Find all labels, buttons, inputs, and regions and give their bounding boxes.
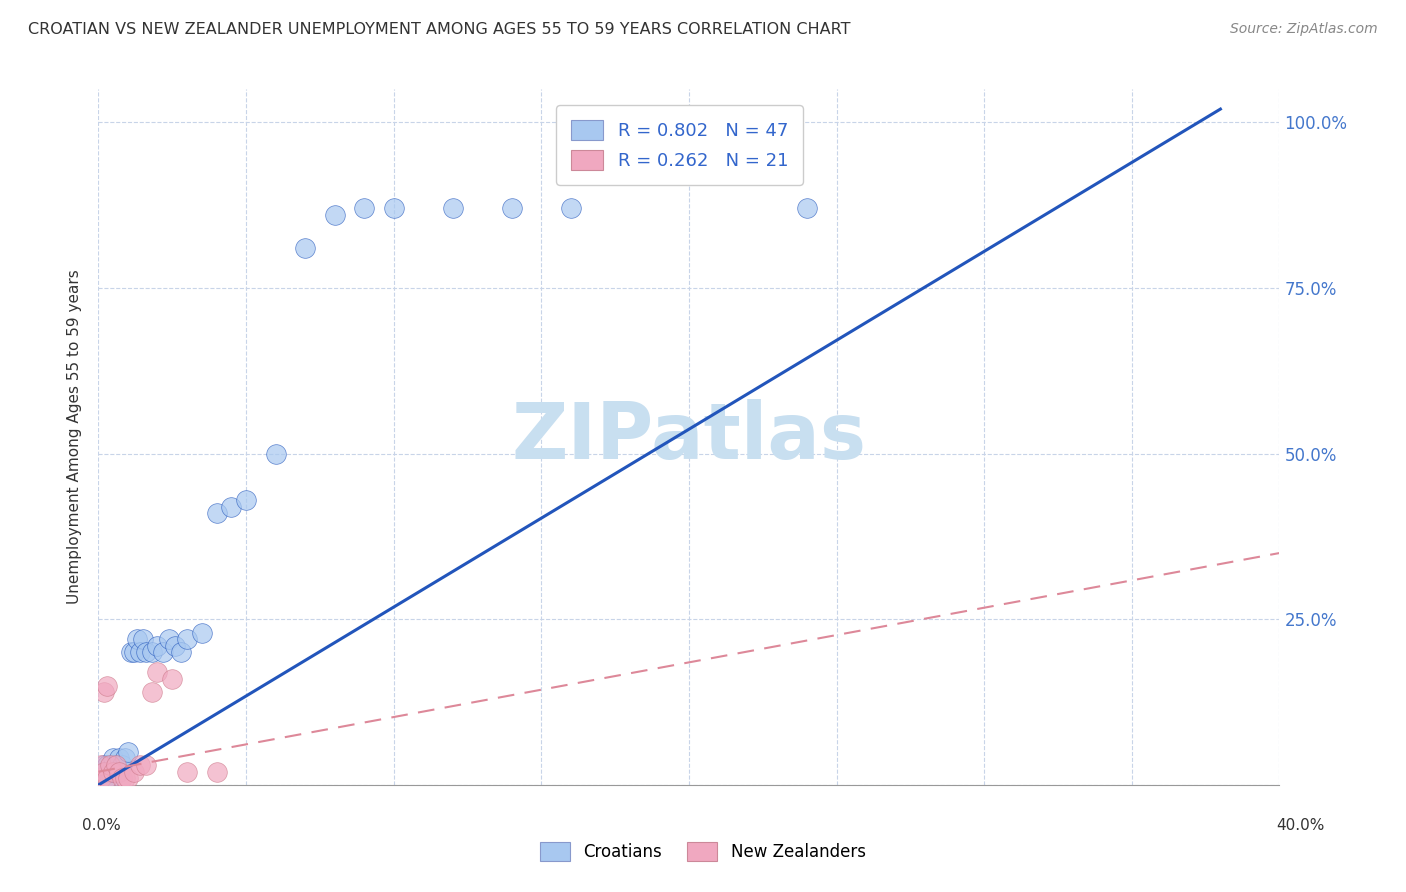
Point (135, 758, 157, 772)
Point (108, 764, 131, 779)
Point (105, 764, 128, 779)
Point (501, 202, 523, 216)
Point (117, 772, 139, 786)
Point (103, 764, 125, 779)
Point (108, 751, 131, 765)
Point (103, 764, 125, 779)
Point (162, 672, 183, 686)
Point (90, 758, 112, 772)
Point (560, 202, 582, 216)
Point (96, 764, 118, 779)
Point (108, 764, 131, 779)
Point (96, 772, 118, 786)
Point (93, 764, 115, 779)
Point (323, 208, 346, 222)
Point (191, 625, 214, 640)
Point (176, 764, 198, 779)
Point (96, 758, 118, 772)
Point (294, 241, 316, 255)
Point (678, 115, 700, 129)
Point (157, 632, 180, 647)
Point (235, 493, 257, 508)
Point (128, 645, 150, 659)
Point (90, 772, 112, 786)
Point (105, 758, 128, 772)
Point (176, 632, 198, 647)
Point (382, 202, 405, 216)
Point (96, 772, 118, 786)
Point (796, 202, 818, 216)
Legend: Croatians, New Zealanders: Croatians, New Zealanders (534, 835, 872, 868)
Point (111, 758, 134, 772)
Point (132, 632, 155, 647)
Point (98, 764, 121, 779)
Point (90, 764, 112, 779)
Point (93, 764, 115, 779)
Point (219, 500, 242, 514)
Y-axis label: Unemployment Among Ages 55 to 59 years: Unemployment Among Ages 55 to 59 years (67, 269, 83, 605)
Point (96, 679, 118, 693)
Point (141, 645, 163, 659)
Point (98, 758, 121, 772)
Point (152, 645, 174, 659)
Point (141, 685, 163, 699)
Point (135, 645, 157, 659)
Point (103, 758, 125, 772)
Point (114, 751, 136, 765)
Point (264, 447, 287, 461)
Point (90, 772, 112, 786)
Point (146, 665, 169, 680)
Point (98, 772, 121, 786)
Text: 40.0%: 40.0% (1277, 818, 1324, 832)
Point (170, 645, 193, 659)
Point (128, 758, 150, 772)
Point (122, 645, 145, 659)
Point (125, 632, 148, 647)
Point (353, 202, 375, 216)
Point (205, 764, 228, 779)
Point (441, 202, 464, 216)
Text: 0.0%: 0.0% (82, 818, 121, 832)
Point (93, 758, 115, 772)
Point (114, 772, 136, 786)
Text: Source: ZipAtlas.com: Source: ZipAtlas.com (1230, 22, 1378, 37)
Text: CROATIAN VS NEW ZEALANDER UNEMPLOYMENT AMONG AGES 55 TO 59 YEARS CORRELATION CHA: CROATIAN VS NEW ZEALANDER UNEMPLOYMENT A… (28, 22, 851, 37)
Point (93, 772, 115, 786)
Legend: R = 0.802   N = 47, R = 0.262   N = 21: R = 0.802 N = 47, R = 0.262 N = 21 (557, 105, 803, 185)
Point (120, 645, 142, 659)
Point (146, 639, 169, 653)
Point (122, 764, 145, 779)
Point (93, 685, 115, 699)
Point (105, 758, 128, 772)
Point (117, 745, 139, 759)
Point (103, 751, 125, 765)
Point (205, 506, 228, 520)
Point (165, 639, 187, 653)
Text: ZIPatlas: ZIPatlas (512, 399, 866, 475)
Point (111, 772, 134, 786)
